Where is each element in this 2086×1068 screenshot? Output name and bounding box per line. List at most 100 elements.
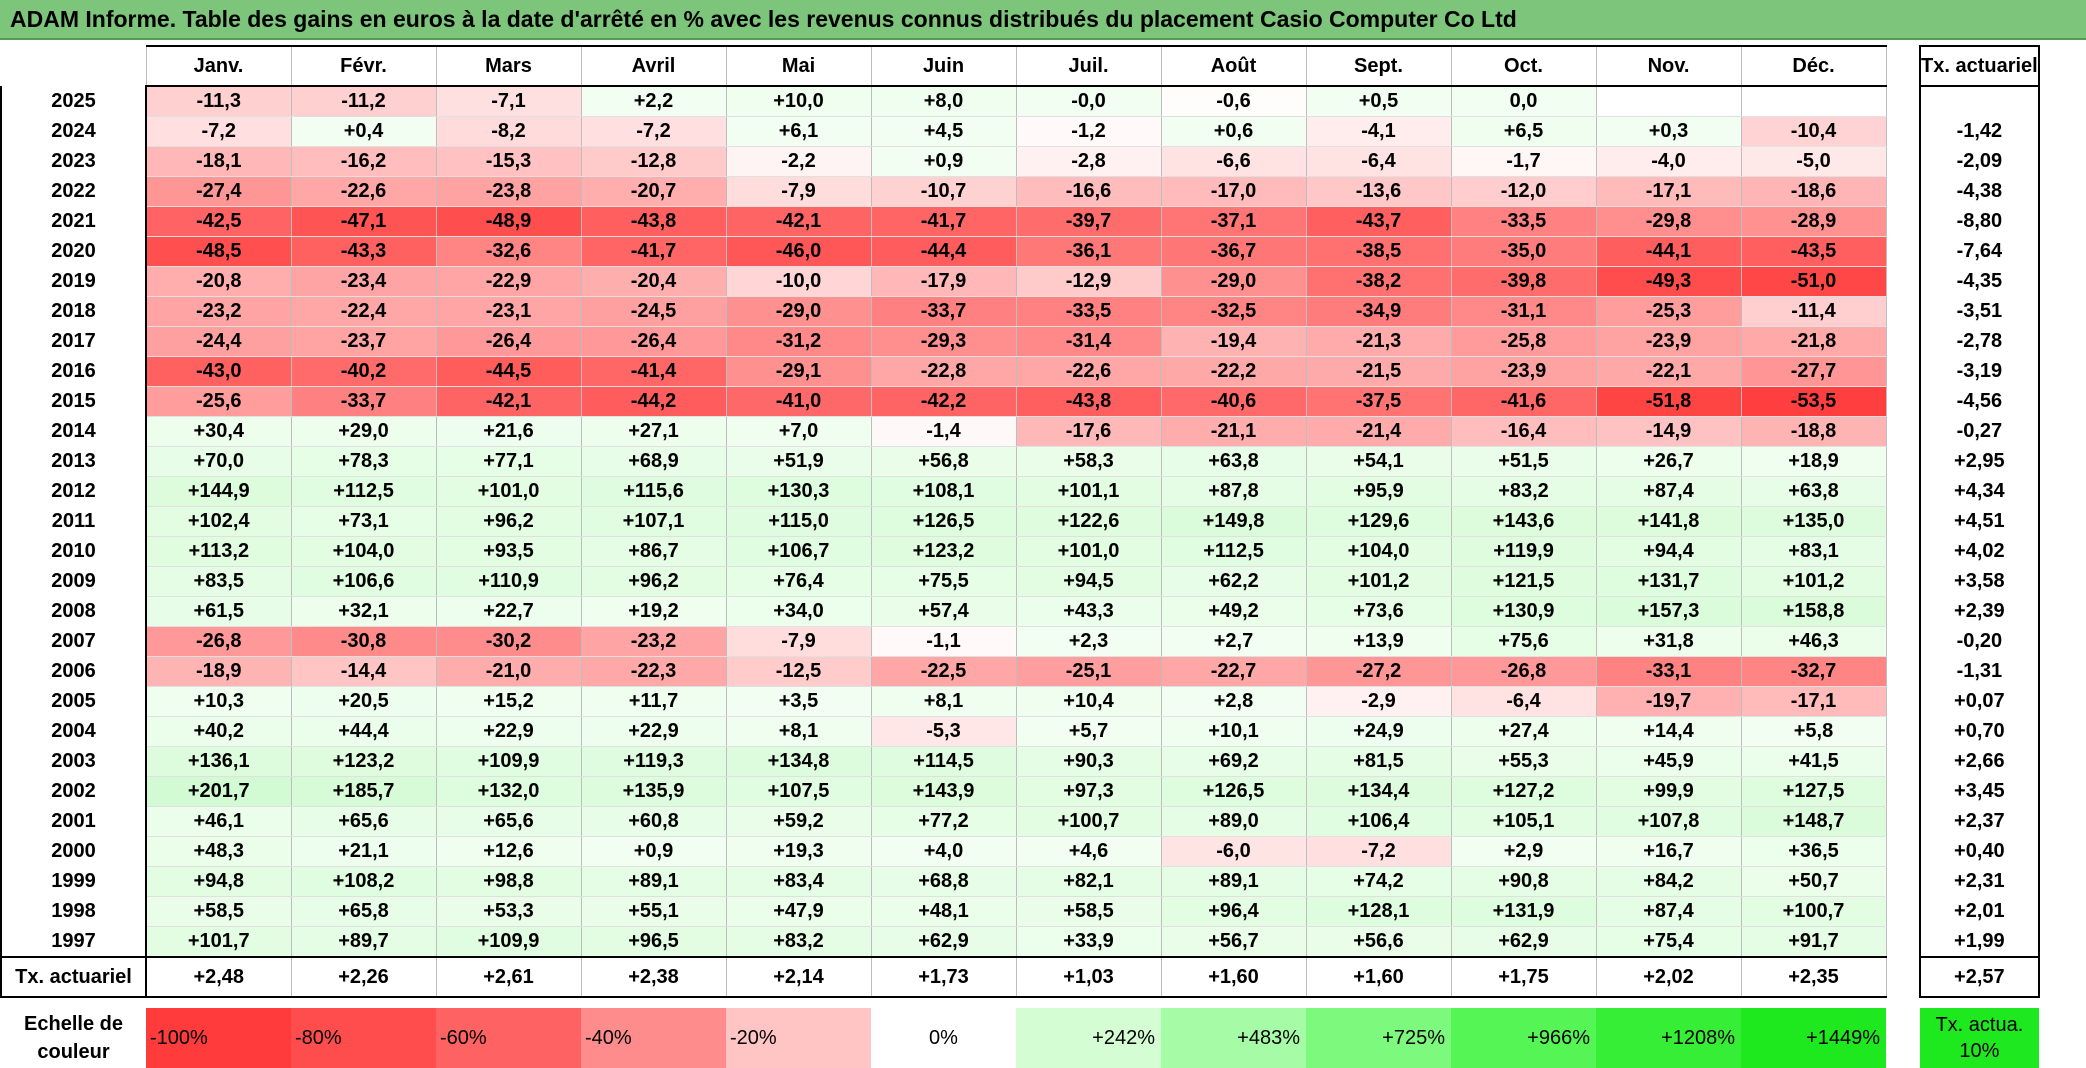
gain-cell[interactable]: +16,7 xyxy=(1595,836,1742,867)
gain-cell[interactable]: -31,1 xyxy=(1450,296,1597,327)
gain-cell[interactable]: +3,5 xyxy=(725,686,872,717)
gain-cell[interactable]: +55,3 xyxy=(1450,746,1597,777)
gain-cell[interactable]: +83,5 xyxy=(145,566,292,597)
gain-cell[interactable]: +100,7 xyxy=(1740,896,1887,927)
gain-cell[interactable]: +6,5 xyxy=(1450,116,1597,147)
gain-cell[interactable]: -11,3 xyxy=(145,85,292,117)
gain-cell[interactable]: +34,0 xyxy=(725,596,872,627)
gain-cell[interactable]: +54,1 xyxy=(1305,446,1452,477)
gain-cell[interactable]: -32,5 xyxy=(1160,296,1307,327)
gain-cell[interactable]: +106,6 xyxy=(290,566,437,597)
gain-cell[interactable]: +77,1 xyxy=(435,446,582,477)
gain-cell[interactable]: +4,5 xyxy=(870,116,1017,147)
gain-cell[interactable]: -22,2 xyxy=(1160,356,1307,387)
gain-cell[interactable]: +114,5 xyxy=(870,746,1017,777)
gain-cell[interactable]: +0,5 xyxy=(1305,85,1452,117)
gain-cell[interactable]: +104,0 xyxy=(1305,536,1452,567)
gain-cell[interactable]: +89,1 xyxy=(580,866,727,897)
gain-cell[interactable]: +63,8 xyxy=(1160,446,1307,477)
gain-cell[interactable]: +115,0 xyxy=(725,506,872,537)
gain-cell[interactable]: +75,4 xyxy=(1595,926,1742,958)
gain-cell[interactable]: +60,8 xyxy=(580,806,727,837)
gain-cell[interactable]: +73,6 xyxy=(1305,596,1452,627)
gain-cell[interactable]: +18,9 xyxy=(1740,446,1887,477)
gain-cell[interactable]: -23,2 xyxy=(580,626,727,657)
gain-cell[interactable]: -43,8 xyxy=(580,206,727,237)
gain-cell[interactable]: +10,1 xyxy=(1160,716,1307,747)
gain-cell[interactable]: -41,4 xyxy=(580,356,727,387)
gain-cell[interactable]: +89,7 xyxy=(290,926,437,958)
gain-cell[interactable]: -26,4 xyxy=(580,326,727,357)
gain-cell[interactable]: +19,2 xyxy=(580,596,727,627)
gain-cell[interactable]: +29,0 xyxy=(290,416,437,447)
gain-cell[interactable]: -43,3 xyxy=(290,236,437,267)
gain-cell[interactable]: -16,6 xyxy=(1015,176,1162,207)
gain-cell[interactable]: +56,8 xyxy=(870,446,1017,477)
gain-cell[interactable]: -36,1 xyxy=(1015,236,1162,267)
gain-cell[interactable]: -36,7 xyxy=(1160,236,1307,267)
gain-cell[interactable]: -17,0 xyxy=(1160,176,1307,207)
gain-cell[interactable]: -24,4 xyxy=(145,326,292,357)
gain-cell[interactable]: +82,1 xyxy=(1015,866,1162,897)
gain-cell[interactable]: +40,2 xyxy=(145,716,292,747)
gain-cell[interactable]: +104,0 xyxy=(290,536,437,567)
gain-cell[interactable]: +90,3 xyxy=(1015,746,1162,777)
gain-cell[interactable]: -34,9 xyxy=(1305,296,1452,327)
gain-cell[interactable]: +65,8 xyxy=(290,896,437,927)
gain-cell[interactable]: +48,1 xyxy=(870,896,1017,927)
gain-cell[interactable]: +46,3 xyxy=(1740,626,1887,657)
gain-cell[interactable]: -18,1 xyxy=(145,146,292,177)
gain-cell[interactable]: -18,9 xyxy=(145,656,292,687)
gain-cell[interactable]: +2,2 xyxy=(580,85,727,117)
gain-cell[interactable]: +26,7 xyxy=(1595,446,1742,477)
gain-cell[interactable]: +22,7 xyxy=(435,596,582,627)
gain-cell[interactable]: +149,8 xyxy=(1160,506,1307,537)
gain-cell[interactable]: +107,8 xyxy=(1595,806,1742,837)
gain-cell[interactable]: +65,6 xyxy=(435,806,582,837)
gain-cell[interactable]: +84,2 xyxy=(1595,866,1742,897)
gain-cell[interactable]: -1,2 xyxy=(1015,116,1162,147)
gain-cell[interactable]: +4,0 xyxy=(870,836,1017,867)
gain-cell[interactable]: -2,8 xyxy=(1015,146,1162,177)
gain-cell[interactable]: -23,4 xyxy=(290,266,437,297)
gain-cell[interactable]: -23,9 xyxy=(1450,356,1597,387)
gain-cell[interactable]: -38,2 xyxy=(1305,266,1452,297)
gain-cell[interactable]: +5,8 xyxy=(1740,716,1887,747)
gain-cell[interactable]: +126,5 xyxy=(870,506,1017,537)
gain-cell[interactable]: -7,9 xyxy=(725,626,872,657)
gain-cell[interactable]: -4,1 xyxy=(1305,116,1452,147)
gain-cell[interactable]: +127,2 xyxy=(1450,776,1597,807)
gain-cell[interactable]: -44,2 xyxy=(580,386,727,417)
gain-cell[interactable]: -27,7 xyxy=(1740,356,1887,387)
gain-cell[interactable]: +109,9 xyxy=(435,926,582,958)
gain-cell[interactable]: +107,1 xyxy=(580,506,727,537)
gain-cell[interactable]: +101,2 xyxy=(1305,566,1452,597)
gain-cell[interactable]: -35,0 xyxy=(1450,236,1597,267)
gain-cell[interactable]: -17,6 xyxy=(1015,416,1162,447)
gain-cell[interactable]: -41,6 xyxy=(1450,386,1597,417)
gain-cell[interactable]: -19,7 xyxy=(1595,686,1742,717)
gain-cell[interactable]: +70,0 xyxy=(145,446,292,477)
gain-cell[interactable]: +101,0 xyxy=(1015,536,1162,567)
gain-cell[interactable]: -10,4 xyxy=(1740,116,1887,147)
gain-cell[interactable]: +122,6 xyxy=(1015,506,1162,537)
gain-cell[interactable]: +19,3 xyxy=(725,836,872,867)
gain-cell[interactable]: +83,2 xyxy=(1450,476,1597,507)
gain-cell[interactable]: +20,5 xyxy=(290,686,437,717)
gain-cell[interactable]: -37,1 xyxy=(1160,206,1307,237)
gain-cell[interactable] xyxy=(1740,85,1887,117)
gain-cell[interactable]: -49,3 xyxy=(1595,266,1742,297)
gain-cell[interactable]: +101,1 xyxy=(1015,476,1162,507)
gain-cell[interactable]: +108,1 xyxy=(870,476,1017,507)
gain-cell[interactable]: -53,5 xyxy=(1740,386,1887,417)
gain-cell[interactable]: -20,8 xyxy=(145,266,292,297)
gain-cell[interactable]: +143,9 xyxy=(870,776,1017,807)
gain-cell[interactable]: +106,7 xyxy=(725,536,872,567)
gain-cell[interactable]: +91,7 xyxy=(1740,926,1887,958)
gain-cell[interactable]: -29,0 xyxy=(725,296,872,327)
gain-cell[interactable]: +4,6 xyxy=(1015,836,1162,867)
gain-cell[interactable]: +77,2 xyxy=(870,806,1017,837)
gain-cell[interactable]: -39,7 xyxy=(1015,206,1162,237)
gain-cell[interactable]: -30,2 xyxy=(435,626,582,657)
gain-cell[interactable]: -23,2 xyxy=(145,296,292,327)
